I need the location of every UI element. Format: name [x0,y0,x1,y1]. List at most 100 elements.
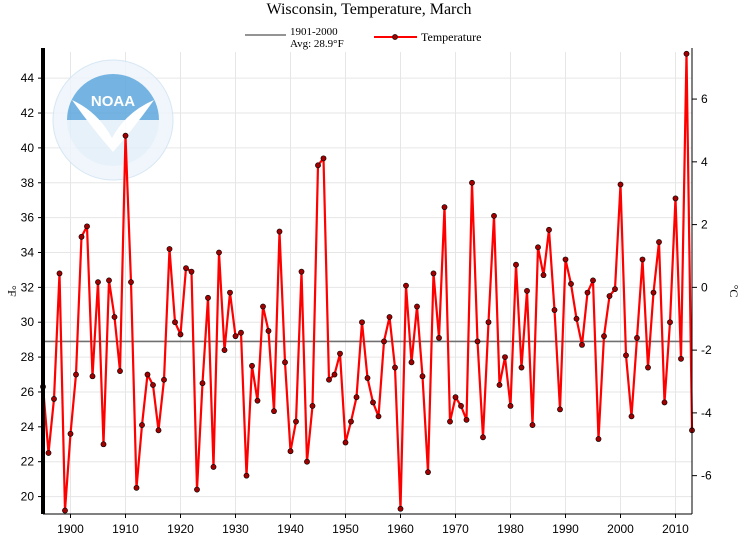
y-tick-label-left: 26 [21,385,35,399]
legend-average-label-line2: Avg: 28.9°F [290,38,344,50]
temperature-point-1987 [546,226,552,233]
temperature-point-1915 [150,382,156,388]
temperature-point-1998 [606,293,613,299]
temperature-point-1997 [601,333,607,340]
temperature-point-2008 [661,399,668,406]
temperature-point-1999 [612,286,618,293]
temperature-series [40,50,695,514]
y-axis-label-right: °C [727,285,739,298]
temperature-point-1981 [513,261,519,268]
temperature-point-1984 [529,422,536,428]
temperature-point-1916 [155,427,162,434]
temperature-point-1924 [199,380,206,387]
temperature-point-1955 [370,399,376,406]
temperature-point-2002 [628,413,635,420]
temperature-point-1911 [128,279,134,286]
y-tick-label-left: 38 [21,176,35,190]
temperature-point-1988 [551,307,558,313]
temperature-point-2003 [634,335,640,341]
temperature-point-1927 [216,249,222,256]
legend: 1901-2000 Avg: 28.9°F Temperature [245,26,481,50]
x-tick-label: 1900 [57,522,84,536]
temperature-point-1922 [188,268,195,275]
temperature-point-1960 [397,505,404,512]
noaa-logo-icon: NOAA [52,59,174,181]
x-tick-label: 1920 [167,522,194,536]
y-tick-label-right: 4 [701,155,708,169]
temperature-point-1950 [342,439,349,446]
y-axis-label-left: °F [5,285,19,297]
y-tick-label-left: 28 [21,350,35,364]
temperature-point-1928 [221,347,228,354]
temperature-point-1956 [375,413,382,420]
temperature-point-1930 [232,333,239,340]
x-tick-label: 1940 [277,522,304,536]
x-tick-label: 2000 [607,522,634,536]
y-tick-label-left: 20 [21,490,35,504]
temperature-point-1985 [535,244,541,251]
temperature-point-1957 [381,338,387,345]
temperature-point-1986 [540,272,547,279]
temperature-point-1978 [496,382,503,388]
x-tick-label: 1970 [442,522,469,536]
temperature-point-1995 [590,277,596,284]
temperature-point-1942 [298,268,305,275]
temperature-point-1958 [386,314,393,320]
noaa-logo-text: NOAA [91,93,135,110]
temperature-point-1909 [117,368,123,374]
temperature-point-1935 [260,303,266,310]
x-tick-label: 1930 [222,522,249,536]
temperature-point-2001 [623,352,629,359]
temperature-point-1903 [84,223,90,230]
temperature-point-1973 [469,179,475,186]
temperature-point-1933 [249,362,255,369]
y-tick-label-left: 44 [21,71,35,85]
temperature-point-1940 [287,448,294,455]
temperature-point-1904 [89,373,96,380]
temperature-point-1980 [507,403,514,409]
y-tick-label-right: 2 [701,218,708,232]
y-tick-label-left: 30 [21,315,35,329]
legend-temperature-label: Temperature [421,30,481,44]
temperature-point-1897 [51,396,57,402]
temperature-point-1925 [205,294,211,301]
temperature-point-1929 [227,289,233,296]
temperature-point-2012 [683,50,690,57]
temperature-point-1954 [364,375,371,381]
temperature-point-1992 [573,315,580,322]
temperature-point-1932 [243,472,250,479]
temperature-point-1936 [265,328,272,334]
temperature-point-1938 [276,228,283,235]
temperature-point-1906 [100,441,107,448]
temperature-point-1921 [183,265,189,272]
temperature-point-1939 [282,359,288,366]
temperature-point-1977 [491,212,497,219]
temperature-point-1969 [447,418,453,425]
y-tick-label-left: 36 [21,211,35,225]
temperature-point-1910 [122,132,129,139]
temperature-point-1931 [238,329,244,336]
temperature-point-1920 [177,331,184,338]
temperature-point-2010 [672,195,679,202]
temperature-point-1970 [452,394,459,401]
temperature-point-1937 [271,408,277,415]
temperature-point-1990 [562,256,569,263]
temperature-point-1991 [568,280,574,287]
temperature-point-1968 [441,204,448,211]
temperature-point-1982 [518,364,525,371]
temperature-point-2000 [617,181,624,188]
temperature-point-1963 [414,303,420,310]
y-tick-label-right: 6 [701,92,708,106]
temperature-point-2011 [678,355,684,362]
temperature-point-1944 [309,403,316,409]
temperature-point-1961 [403,282,409,289]
temperature-point-1979 [502,354,508,360]
temperature-point-1913 [139,422,145,428]
temperature-point-2005 [645,364,651,371]
y-tick-label-right: -6 [701,469,712,483]
temperature-point-1908 [111,314,118,320]
temperature-point-1905 [95,279,101,286]
temperature-point-1902 [78,233,85,240]
y-tick-label-left: 22 [21,455,35,469]
temperature-point-2006 [650,289,657,296]
